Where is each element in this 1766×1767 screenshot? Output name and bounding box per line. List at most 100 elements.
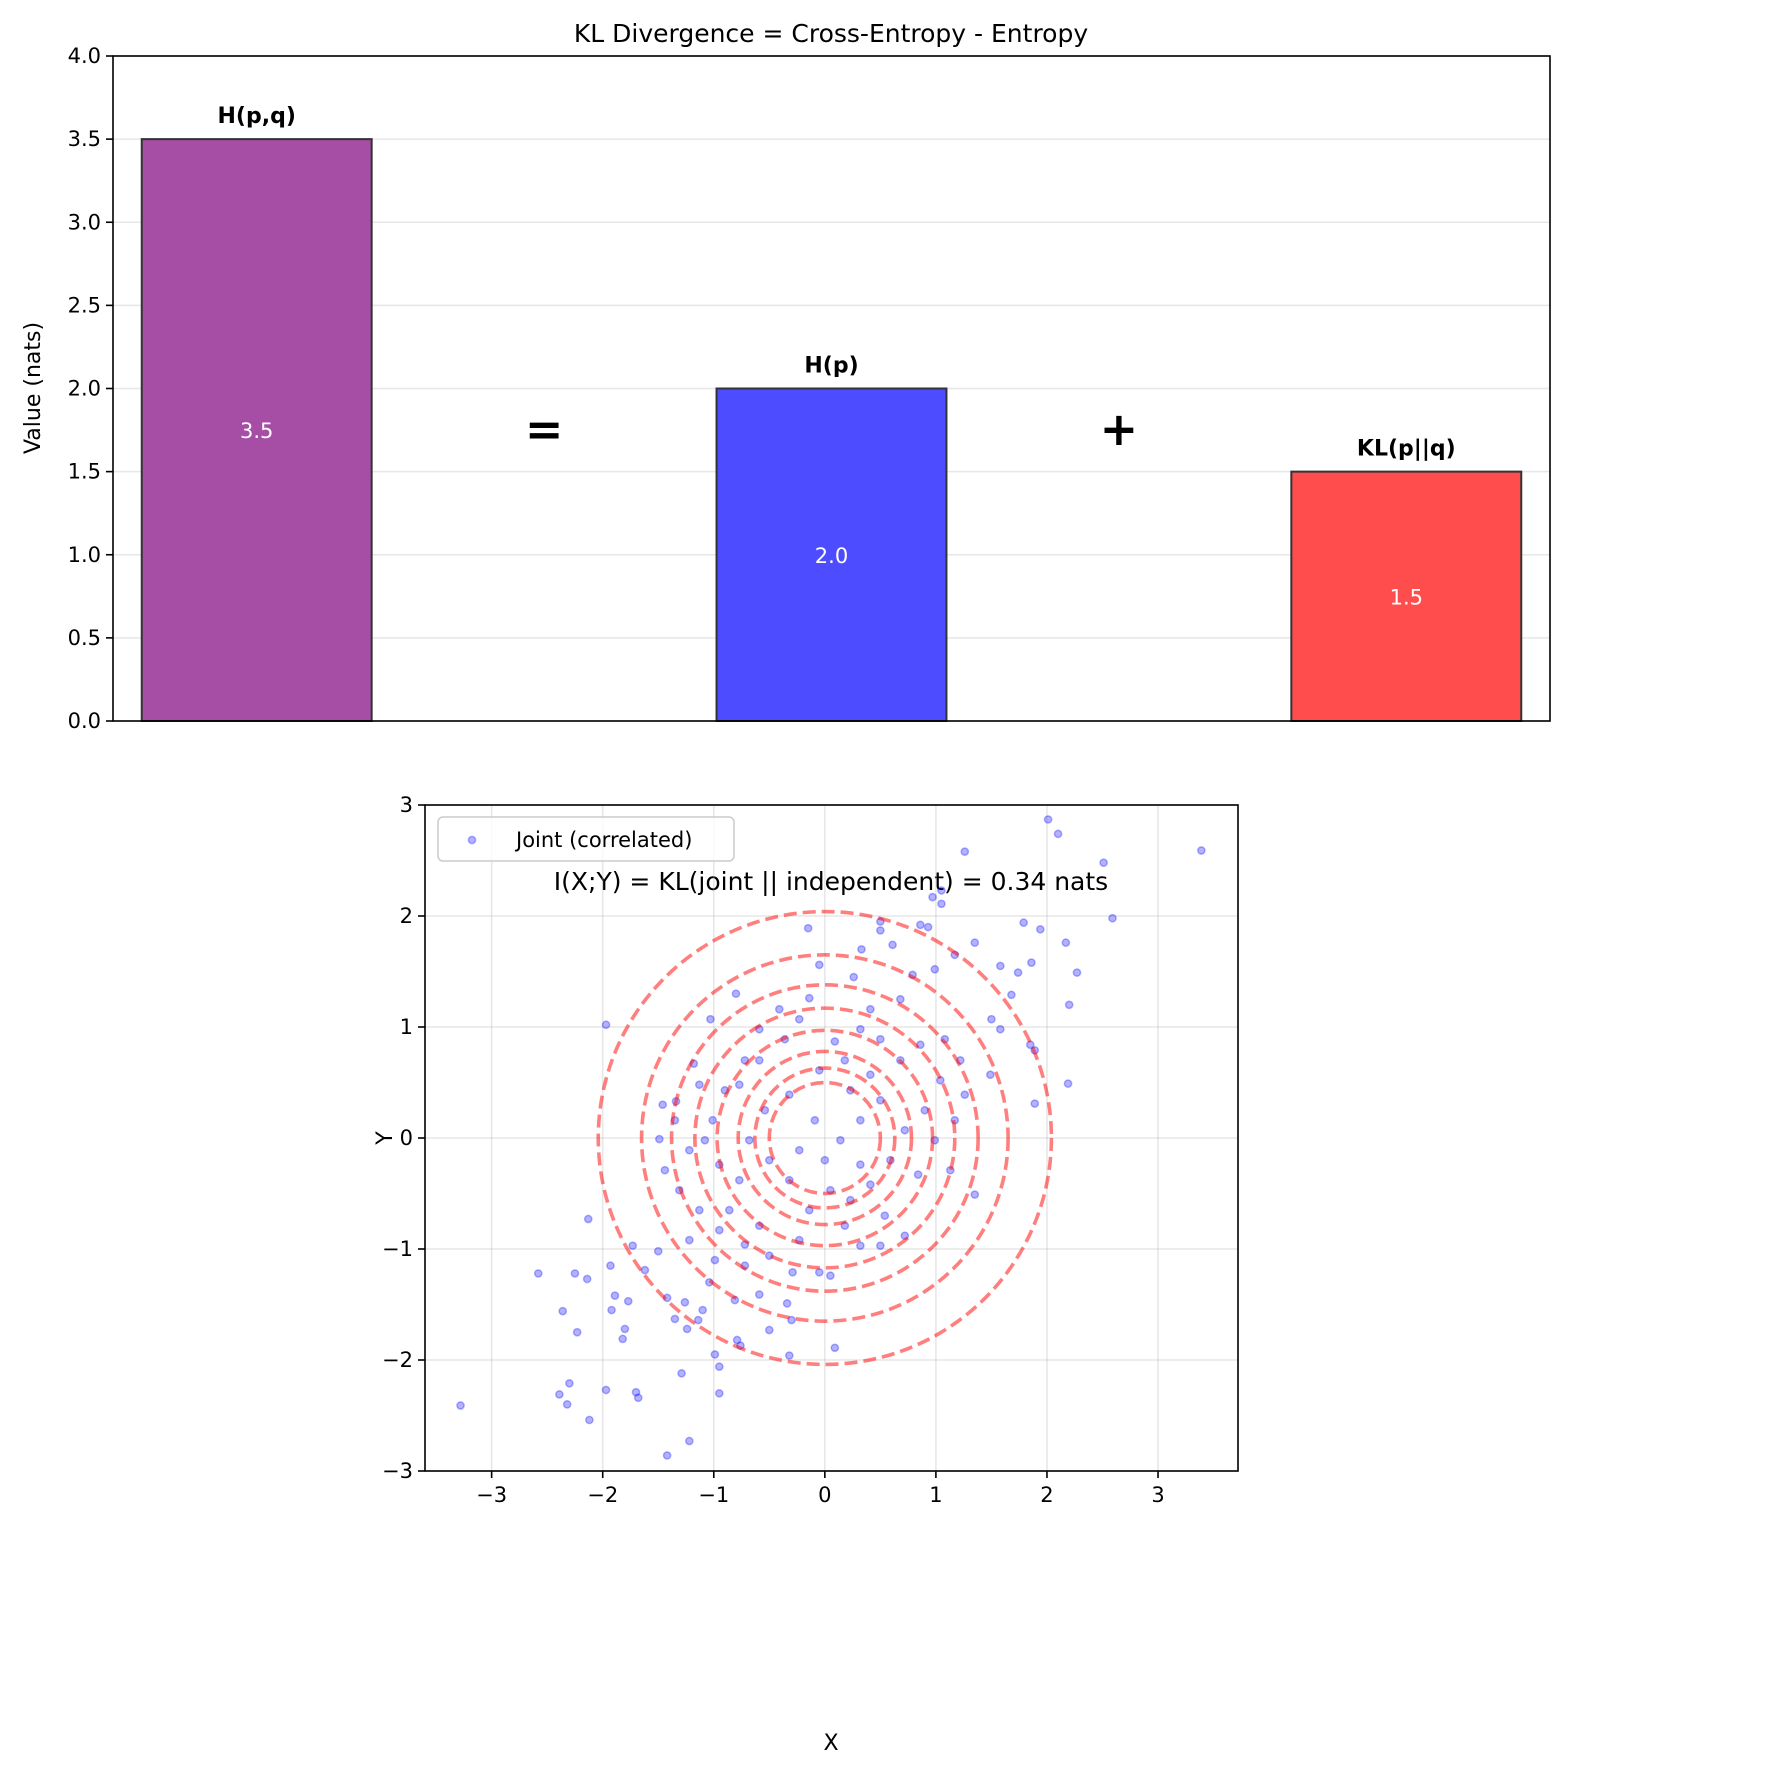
independent-contour [639,953,1010,1323]
scatter-point [888,940,897,950]
scatter-point [601,1020,611,1030]
scatter-ylabel: Y [373,1131,398,1146]
scatter-point [662,1451,672,1460]
scatter-point [585,1415,594,1425]
scatter-point [654,1134,664,1144]
bar-label: KL(p||q) [1357,437,1456,462]
y-tick-label: −3 [382,1459,413,1483]
scatter-point [754,1055,764,1065]
y-tick-label: 3 [400,793,413,817]
scatter-point [618,1334,628,1344]
scatter-point [880,1211,890,1221]
scatter-point [826,1271,835,1280]
scatter-point [1108,913,1117,923]
scatter-point [923,922,933,932]
scatter-point [754,1290,764,1299]
scatter-point [985,1070,995,1080]
x-tick-label: −1 [698,1483,729,1507]
scatter-point [1043,815,1053,824]
independent-contour [693,1006,957,1270]
scatter-point [658,1100,668,1110]
legend: Joint (correlated) [437,816,735,862]
scatter-point [734,1175,744,1185]
scatter-point [714,1388,724,1398]
scatter-point [1063,1079,1073,1088]
independent-contour [753,1066,897,1210]
x-tick-label: 1 [929,1483,942,1507]
bar-chart-ylabel: Value (nats) [21,322,46,454]
bar-value-label: 1.5 [1390,585,1423,609]
scatter-point [876,926,885,935]
bar-chart-title: KL Divergence = Cross-Entropy - Entropy [574,19,1088,48]
scatter-point [804,993,814,1003]
y-tick-label: 2.5 [68,293,101,317]
scatter-point [830,1343,840,1353]
scatter-point [684,1436,694,1446]
bar-1 [715,387,948,722]
x-tick-label: 2 [1040,1483,1053,1507]
independent-contour [715,1028,935,1248]
scatter-point [1061,938,1071,947]
scatter-point [916,920,925,930]
legend-label: Joint (correlated) [514,828,692,852]
scatter-point [836,1135,845,1145]
independent-contour [596,909,1054,1367]
scatter-point [606,1261,615,1271]
scatter-point [731,989,741,999]
scatter-point [896,994,905,1004]
scatter-point [610,1291,620,1300]
scatter-point [565,1378,574,1388]
scatter-point [970,1190,980,1199]
scatter-point [900,1125,910,1135]
scatter-point [1196,846,1206,855]
scatter-point [876,1241,885,1251]
scatter-point [840,1055,850,1065]
scatter-point [1007,990,1016,1000]
scatter-point [734,1080,744,1090]
scatter-point [694,1080,704,1090]
scatter-point [628,1241,638,1251]
x-tick-label: −2 [587,1483,618,1507]
scatter-point [794,1014,804,1024]
scatter-point [572,1327,582,1337]
scatter-point [937,886,946,895]
bar-label: H(p) [804,354,858,379]
scatter-point [583,1214,593,1224]
scatter-point [562,1400,572,1409]
scatter-point [670,1314,680,1324]
scatter-points [456,815,1206,1460]
y-tick-label: 3.5 [68,127,101,151]
scatter-point [960,847,970,856]
bar-value-label: 2.0 [815,544,848,568]
scatter-point [866,1180,875,1189]
scatter-point [856,1160,865,1169]
scatter-point [794,1145,804,1155]
scatter-point [708,1115,718,1125]
scatter-point [856,1115,865,1125]
scatter-point [570,1269,580,1278]
independent-contour [736,1049,914,1227]
scatter-point [857,944,866,954]
scatter-point [1035,924,1045,934]
y-tick-label: −1 [382,1237,413,1261]
scatter-title: I(X;Y) = KL(joint || independent) = 0.34… [554,867,1108,896]
y-tick-label: 1.0 [68,543,101,567]
scatter-point [640,1265,650,1275]
scatter-point [533,1269,543,1278]
scatter-point [582,1274,592,1284]
scatter-point [995,961,1005,971]
scatter-point [714,1362,724,1372]
scatter-point [623,1296,633,1306]
scatter-point [995,1024,1005,1034]
scatter-point [866,1070,875,1080]
scatter-point [1053,829,1063,839]
legend-box [437,816,735,862]
scatter-point [866,1004,875,1014]
scatter-point [684,1145,694,1155]
scatter-point [1027,958,1036,967]
scatter-point [555,1390,564,1399]
scatter-point [601,1385,611,1395]
equation-symbol: + [1100,402,1139,456]
scatter-point [937,899,946,909]
scatter-point [1099,858,1108,868]
